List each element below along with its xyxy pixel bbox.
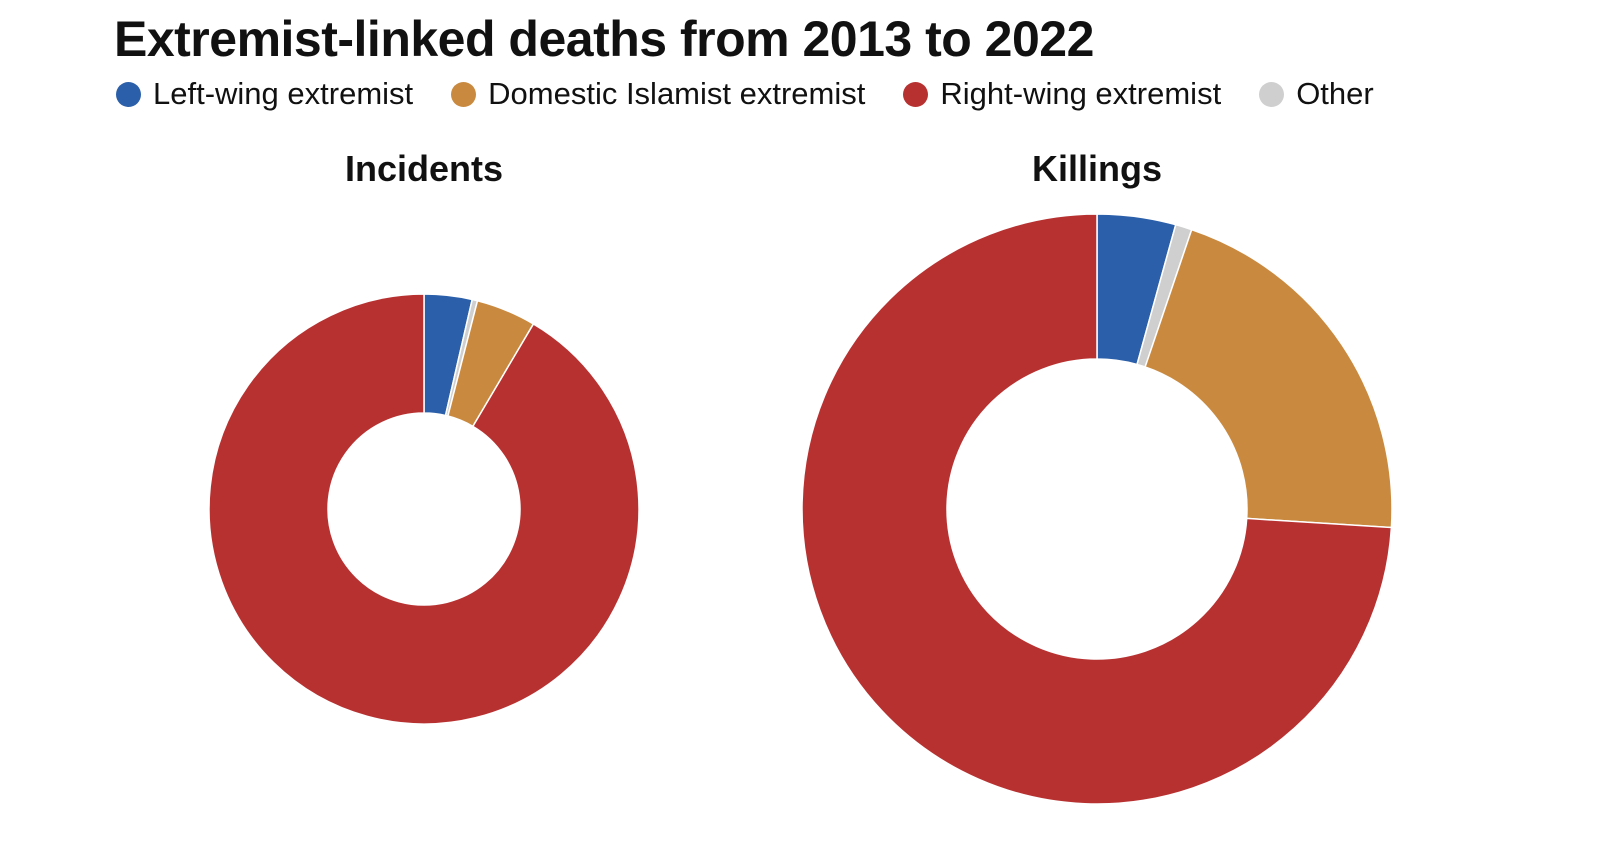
legend-item-other: Other	[1259, 76, 1374, 112]
killings-slice-right-wing-extremist	[801, 213, 1393, 805]
killings-slice-domestic-islamist-extremist	[1144, 228, 1393, 529]
legend-label-left-wing: Left-wing extremist	[153, 76, 414, 111]
legend-swatch-right-wing	[903, 81, 929, 107]
legend-swatch-domestic-islamist	[451, 81, 477, 107]
legend-label-right-wing: Right-wing extremist	[940, 76, 1222, 111]
incidents-chart-title: Incidents	[344, 148, 504, 189]
legend-swatch-other	[1259, 81, 1285, 107]
killings-chart-title: Killings	[1031, 148, 1162, 189]
legend-label-domestic-islamist: Domestic Islamist extremist	[488, 76, 866, 111]
legend: Left-wing extremist Domestic Islamist ex…	[116, 74, 1374, 114]
legend-swatch-left-wing	[116, 81, 141, 107]
incidents-slice-right-wing-extremist	[208, 293, 640, 725]
legend-label-other: Other	[1296, 76, 1374, 111]
chart-title: Extremist-linked deaths from 2013 to 202…	[114, 11, 1094, 67]
legend-item-domestic-islamist: Domestic Islamist extremist	[451, 76, 865, 112]
legend-item-left-wing: Left-wing extremist	[116, 76, 413, 112]
legend-item-right-wing: Right-wing extremist	[903, 76, 1221, 112]
